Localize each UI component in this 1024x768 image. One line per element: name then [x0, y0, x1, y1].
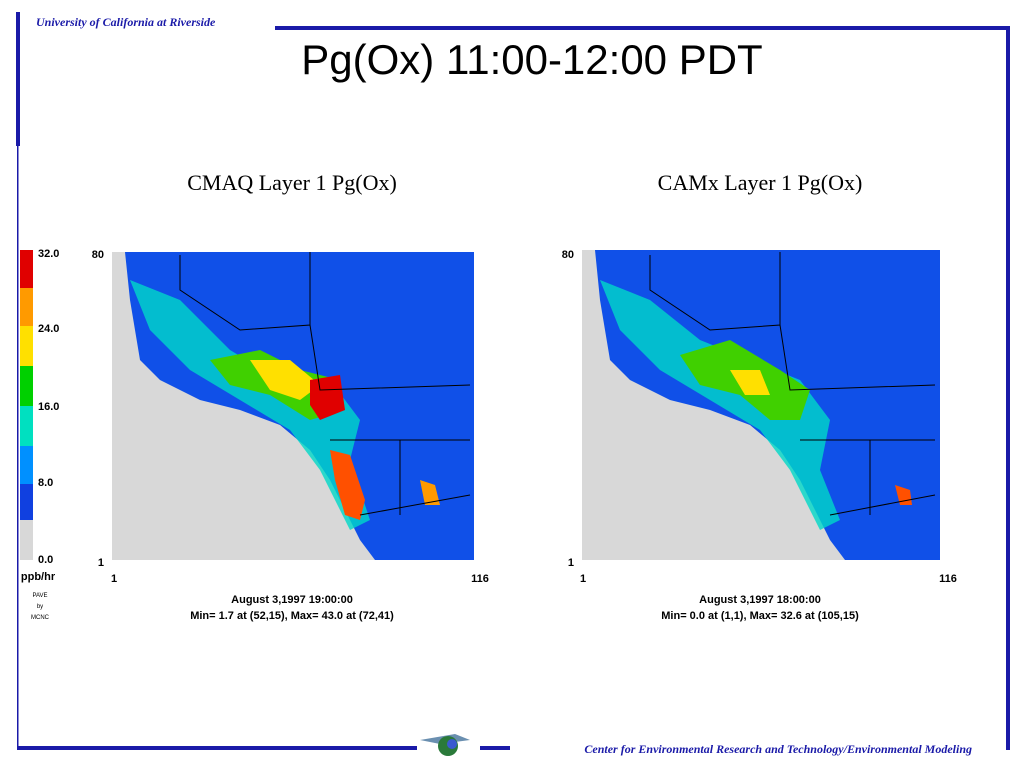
panel-title: CAMx Layer 1 Pg(Ox) [658, 170, 863, 195]
axis-label: 1 [568, 557, 574, 569]
ocean [582, 250, 845, 560]
county-lines [649, 252, 936, 516]
frame-bottom-mid [480, 746, 510, 750]
frame-bottom-left [17, 746, 417, 750]
county-lines [179, 252, 471, 516]
frame-left-top [16, 12, 20, 146]
panel-date: August 3,1997 18:00:00 [699, 594, 821, 606]
frame-right [1006, 26, 1010, 750]
colorbar-segment [20, 406, 33, 446]
axis-label: 1 [111, 573, 117, 585]
footer: Center for Environmental Research and Te… [584, 742, 972, 756]
logo-globe-detail [447, 739, 457, 749]
plume [330, 450, 365, 520]
legend-unit: ppb/hr [21, 571, 56, 583]
colorbar-segment [20, 288, 33, 326]
axis-label: 116 [471, 573, 489, 585]
frame-left [17, 146, 19, 750]
axis-label: 1 [98, 557, 104, 569]
plume [310, 375, 345, 420]
panel-title: CMAQ Layer 1 Pg(Ox) [187, 170, 397, 195]
colorbar-segment [20, 250, 33, 288]
plume [730, 370, 770, 395]
axis-label: 80 [92, 249, 104, 261]
legend-credit: PAVE [32, 593, 47, 599]
plume [600, 280, 840, 530]
plume [250, 360, 320, 400]
institution: University of California at Riverside [36, 15, 216, 29]
panel-stats: Min= 0.0 at (1,1), Max= 32.6 at (105,15) [661, 610, 859, 622]
plume [420, 480, 440, 505]
slide-title: Pg(Ox) 11:00-12:00 PDT [301, 36, 762, 83]
colorbar-segment [20, 446, 33, 484]
colorbar-segment [20, 520, 33, 560]
map-panel [582, 250, 940, 560]
map-panel [112, 252, 474, 560]
colorbar-segment [20, 326, 33, 366]
colorbar-segment [20, 484, 33, 520]
legend-tick: 16.0 [38, 401, 59, 413]
panel-date: August 3,1997 19:00:00 [231, 594, 353, 606]
frame [16, 12, 1010, 750]
ocean [112, 252, 375, 560]
legend-credit: MCNC [31, 615, 50, 621]
legend-credit: by [37, 604, 43, 610]
colorbar [20, 250, 33, 560]
colorbar-segment [20, 366, 33, 406]
axis-label: 1 [580, 573, 586, 585]
legend-tick: 24.0 [38, 323, 59, 335]
plume [130, 280, 370, 530]
panel-stats: Min= 1.7 at (52,15), Max= 43.0 at (72,41… [190, 610, 394, 622]
frame-top [275, 26, 1010, 30]
footer-logo [420, 734, 470, 756]
axis-label: 80 [562, 249, 574, 261]
axis-label: 116 [939, 573, 957, 585]
legend-tick: 8.0 [38, 477, 53, 489]
legend-tick: 32.0 [38, 248, 59, 260]
legend-tick: 0.0 [38, 554, 53, 566]
